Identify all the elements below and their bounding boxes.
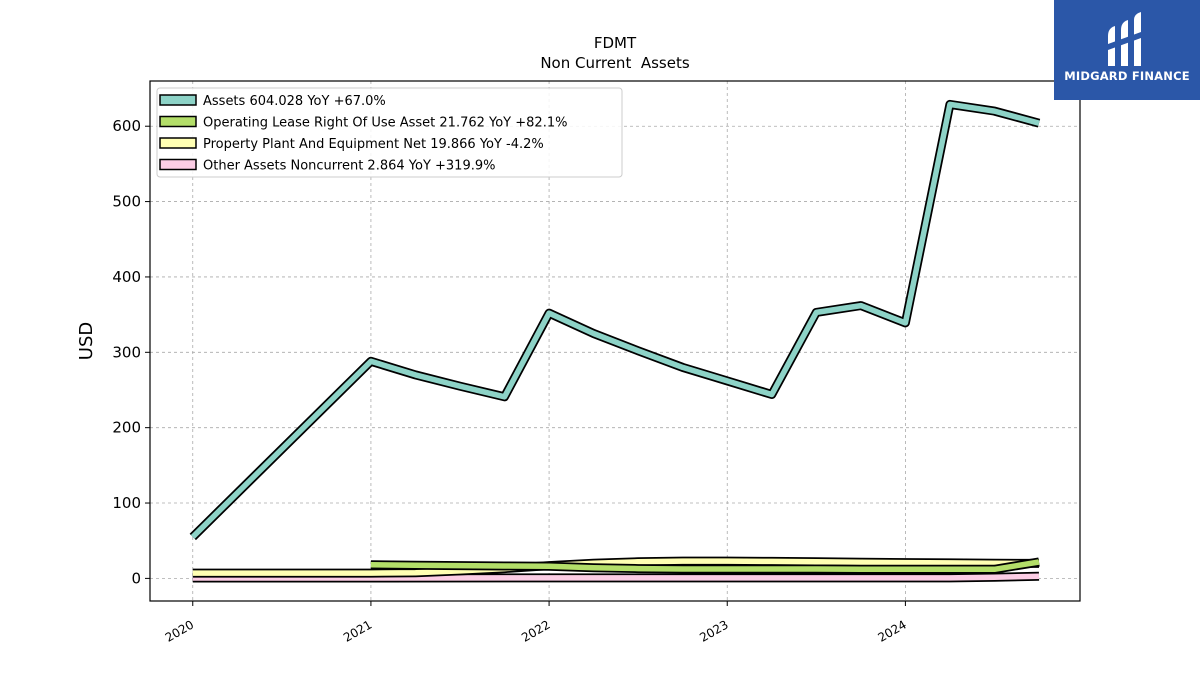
legend-swatch xyxy=(159,137,197,149)
y-axis-label: USD xyxy=(76,322,97,360)
chart-title: FDMT xyxy=(594,34,637,52)
brand-name: MIDGARD FINANCE xyxy=(1064,69,1190,83)
x-tick-label: 2023 xyxy=(697,617,730,644)
y-tick-label: 100 xyxy=(112,494,141,512)
legend-entry: Operating Lease Right Of Use Asset 21.76… xyxy=(203,116,567,131)
legend-swatch xyxy=(159,94,197,106)
y-tick-label: 400 xyxy=(112,268,141,286)
legend-entry: Property Plant And Equipment Net 19.866 … xyxy=(203,137,544,152)
series-line xyxy=(192,573,1040,581)
legend-entry: Assets 604.028 YoY +67.0% xyxy=(203,94,386,109)
legend-swatch xyxy=(159,115,197,128)
series-group xyxy=(189,99,1041,583)
y-tick-label: 0 xyxy=(131,569,141,587)
y-tick-label: 600 xyxy=(112,117,141,135)
legend-box xyxy=(156,87,623,178)
tick-labels: 0 100 200 300 400 500 600 2020 2021 2022 2023 2024 xyxy=(112,117,909,645)
legend-swatch xyxy=(159,158,197,171)
series-line xyxy=(370,559,1040,573)
series-line xyxy=(190,101,1040,539)
brand-logo: MIDGARD FINANCE xyxy=(1054,0,1200,100)
x-tick-label: 2024 xyxy=(875,617,908,644)
x-tick-label: 2021 xyxy=(341,617,374,644)
y-tick-label: 200 xyxy=(112,419,141,437)
series-line xyxy=(192,558,1040,576)
y-tick-label: 300 xyxy=(112,343,141,361)
y-tick-label: 500 xyxy=(112,193,141,211)
legend-entry: Other Assets Noncurrent 2.864 YoY +319.9… xyxy=(203,159,495,174)
x-tick-label: 2020 xyxy=(163,617,196,644)
midgard-logo-icon xyxy=(1108,12,1141,66)
plot-frame xyxy=(149,80,1081,602)
x-tick-label: 2022 xyxy=(519,617,552,644)
chart-subtitle: Non Current Assets xyxy=(540,54,690,72)
legend: Assets 604.028 YoY +67.0% Operating Lease… xyxy=(156,87,623,178)
